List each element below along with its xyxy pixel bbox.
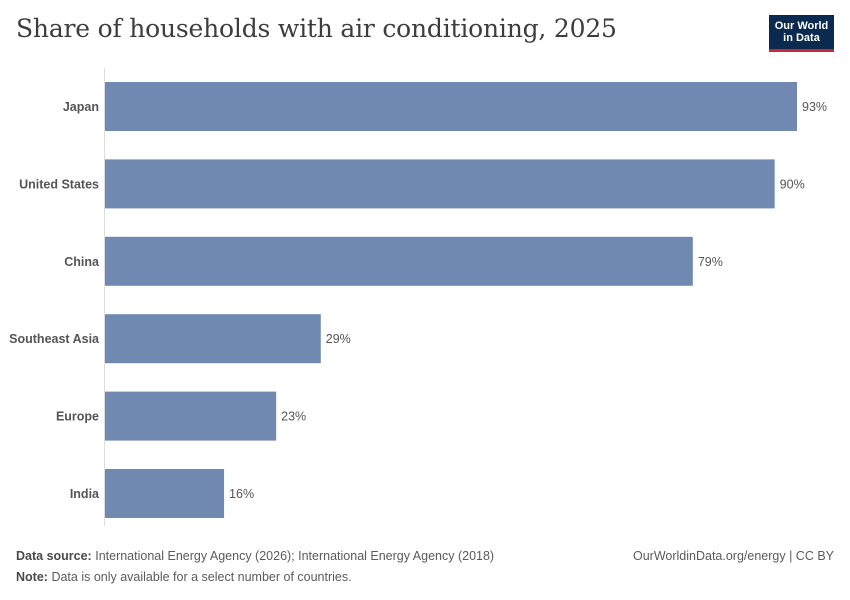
value-label: 93% bbox=[802, 100, 827, 114]
bar-china[interactable] bbox=[105, 236, 693, 286]
category-label: Europe bbox=[56, 410, 99, 424]
logo-line-2: in Data bbox=[783, 32, 820, 44]
data-source: Data source: International Energy Agency… bbox=[16, 547, 494, 568]
bar-southeast-asia[interactable] bbox=[105, 314, 321, 364]
note: Note: Data is only available for a selec… bbox=[16, 568, 352, 589]
bar-india[interactable] bbox=[105, 469, 225, 518]
value-label: 79% bbox=[698, 255, 723, 269]
category-label: Japan bbox=[63, 100, 99, 114]
note-text: Data is only available for a select numb… bbox=[51, 570, 352, 584]
bars-group: Japan 93% United States 90% China 79% Southeas… bbox=[9, 82, 827, 518]
note-label: Note: bbox=[16, 570, 48, 584]
data-source-label: Data source: bbox=[16, 549, 92, 563]
category-label: Southeast Asia bbox=[9, 332, 100, 346]
logo-line-1: Our World bbox=[774, 20, 829, 32]
data-source-text: International Energy Agency (2026); Inte… bbox=[95, 549, 495, 563]
chart-title: Share of households with air conditionin… bbox=[16, 14, 617, 43]
value-label: 16% bbox=[229, 487, 254, 501]
value-label: 29% bbox=[326, 332, 351, 346]
bar-japan[interactable] bbox=[105, 82, 797, 131]
bar-europe[interactable] bbox=[105, 391, 277, 441]
category-label: China bbox=[64, 255, 100, 269]
value-label: 23% bbox=[281, 410, 306, 424]
bar-chart: Japan 93% United States 90% China 79% Southeas… bbox=[9, 68, 827, 526]
bar-united-states[interactable] bbox=[105, 159, 775, 209]
footer: Data source: International Energy Agency… bbox=[16, 547, 834, 589]
credit-link[interactable]: OurWorldinData.org/energy | CC BY bbox=[632, 549, 834, 563]
owid-logo[interactable]: Our World in Data bbox=[769, 15, 834, 52]
value-label: 90% bbox=[780, 177, 805, 191]
category-label: India bbox=[70, 487, 100, 501]
category-label: United States bbox=[19, 177, 99, 191]
